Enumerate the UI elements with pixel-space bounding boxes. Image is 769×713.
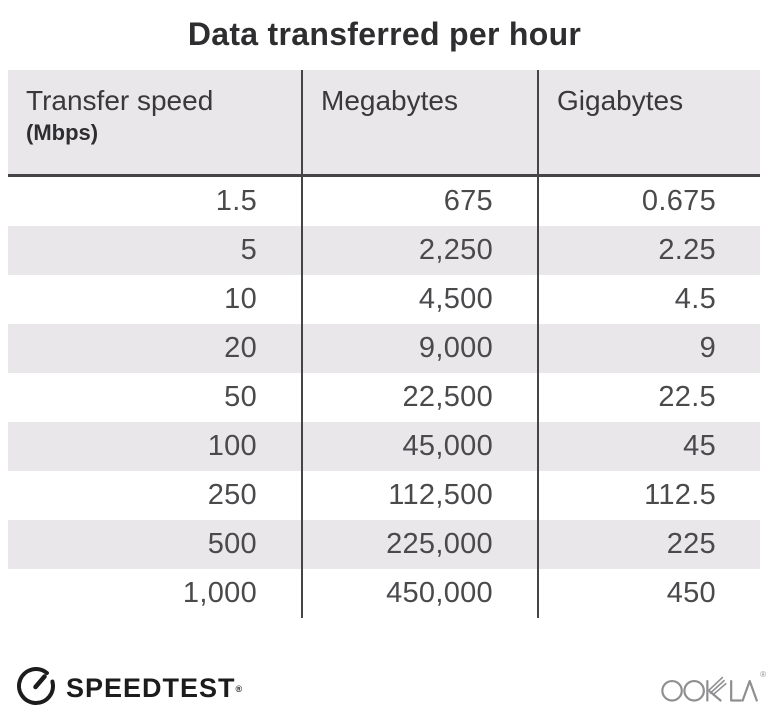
column-header-sublabel: (Mbps) bbox=[26, 120, 99, 145]
cell-megabytes: 22,500 bbox=[301, 373, 538, 422]
ookla-trademark: ® bbox=[760, 670, 766, 679]
cell-megabytes: 45,000 bbox=[301, 422, 538, 471]
speedtest-trademark: ® bbox=[235, 683, 243, 694]
cell-gigabytes: 0.675 bbox=[537, 175, 760, 226]
column-header-label: Gigabytes bbox=[557, 85, 684, 116]
table-row: 500 225,000 225 bbox=[8, 520, 760, 569]
cell-gigabytes: 9 bbox=[537, 324, 760, 373]
column-header-transfer-speed: Transfer speed (Mbps) bbox=[8, 70, 302, 177]
cell-gigabytes: 4.5 bbox=[537, 275, 760, 324]
table-row: 5 2,250 2.25 bbox=[8, 226, 760, 275]
table-row: 10 4,500 4.5 bbox=[8, 275, 760, 324]
infographic-page: Data transferred per hour Transfer speed… bbox=[0, 14, 769, 705]
column-header-label: Transfer speed bbox=[26, 85, 214, 116]
ookla-logo: OOKLA ® bbox=[660, 670, 766, 709]
table-row: 1,000 450,000 450 bbox=[8, 569, 760, 618]
cell-speed: 1,000 bbox=[182, 577, 257, 609]
cell-gigabytes: 2.25 bbox=[537, 226, 760, 275]
cell-speed: 500 bbox=[207, 528, 257, 560]
cell-megabytes: 225,000 bbox=[301, 520, 538, 569]
table-row: 20 9,000 9 bbox=[8, 324, 760, 373]
table-row: 50 22,500 22.5 bbox=[8, 373, 760, 422]
table-row: 100 45,000 45 bbox=[8, 422, 760, 471]
page-title: Data transferred per hour bbox=[187, 16, 582, 52]
data-table: Transfer speed (Mbps) Megabytes Gigabyte… bbox=[8, 70, 760, 618]
speedtest-gauge-icon bbox=[14, 664, 58, 713]
cell-gigabytes: 225 bbox=[537, 520, 760, 569]
column-header-label: Megabytes bbox=[321, 85, 458, 116]
cell-megabytes: 112,500 bbox=[301, 471, 538, 520]
cell-megabytes: 450,000 bbox=[301, 569, 538, 618]
cell-speed: 250 bbox=[207, 479, 257, 511]
ookla-wordmark-icon bbox=[660, 676, 760, 708]
cell-speed: 20 bbox=[224, 332, 257, 364]
cell-speed: 1.5 bbox=[215, 185, 257, 217]
column-header-gigabytes: Gigabytes bbox=[537, 70, 760, 177]
cell-speed: 100 bbox=[207, 430, 257, 462]
cell-speed: 5 bbox=[240, 234, 257, 266]
table-row: 250 112,500 112.5 bbox=[8, 471, 760, 520]
cell-gigabytes: 22.5 bbox=[537, 373, 760, 422]
cell-megabytes: 2,250 bbox=[301, 226, 538, 275]
cell-megabytes: 4,500 bbox=[301, 275, 538, 324]
table-row: 1.5 675 0.675 bbox=[8, 175, 760, 226]
column-header-megabytes: Megabytes bbox=[301, 70, 538, 177]
speedtest-logo: SPEEDTEST ® bbox=[14, 664, 242, 713]
cell-speed: 50 bbox=[224, 381, 257, 413]
cell-gigabytes: 450 bbox=[537, 569, 760, 618]
cell-megabytes: 9,000 bbox=[301, 324, 538, 373]
cell-gigabytes: 45 bbox=[537, 422, 760, 471]
header-row: Transfer speed (Mbps) Megabytes Gigabyte… bbox=[8, 70, 760, 177]
cell-megabytes: 675 bbox=[301, 175, 538, 226]
cell-speed: 10 bbox=[224, 283, 257, 315]
speedtest-wordmark: SPEEDTEST bbox=[66, 673, 236, 703]
cell-gigabytes: 112.5 bbox=[537, 471, 760, 520]
